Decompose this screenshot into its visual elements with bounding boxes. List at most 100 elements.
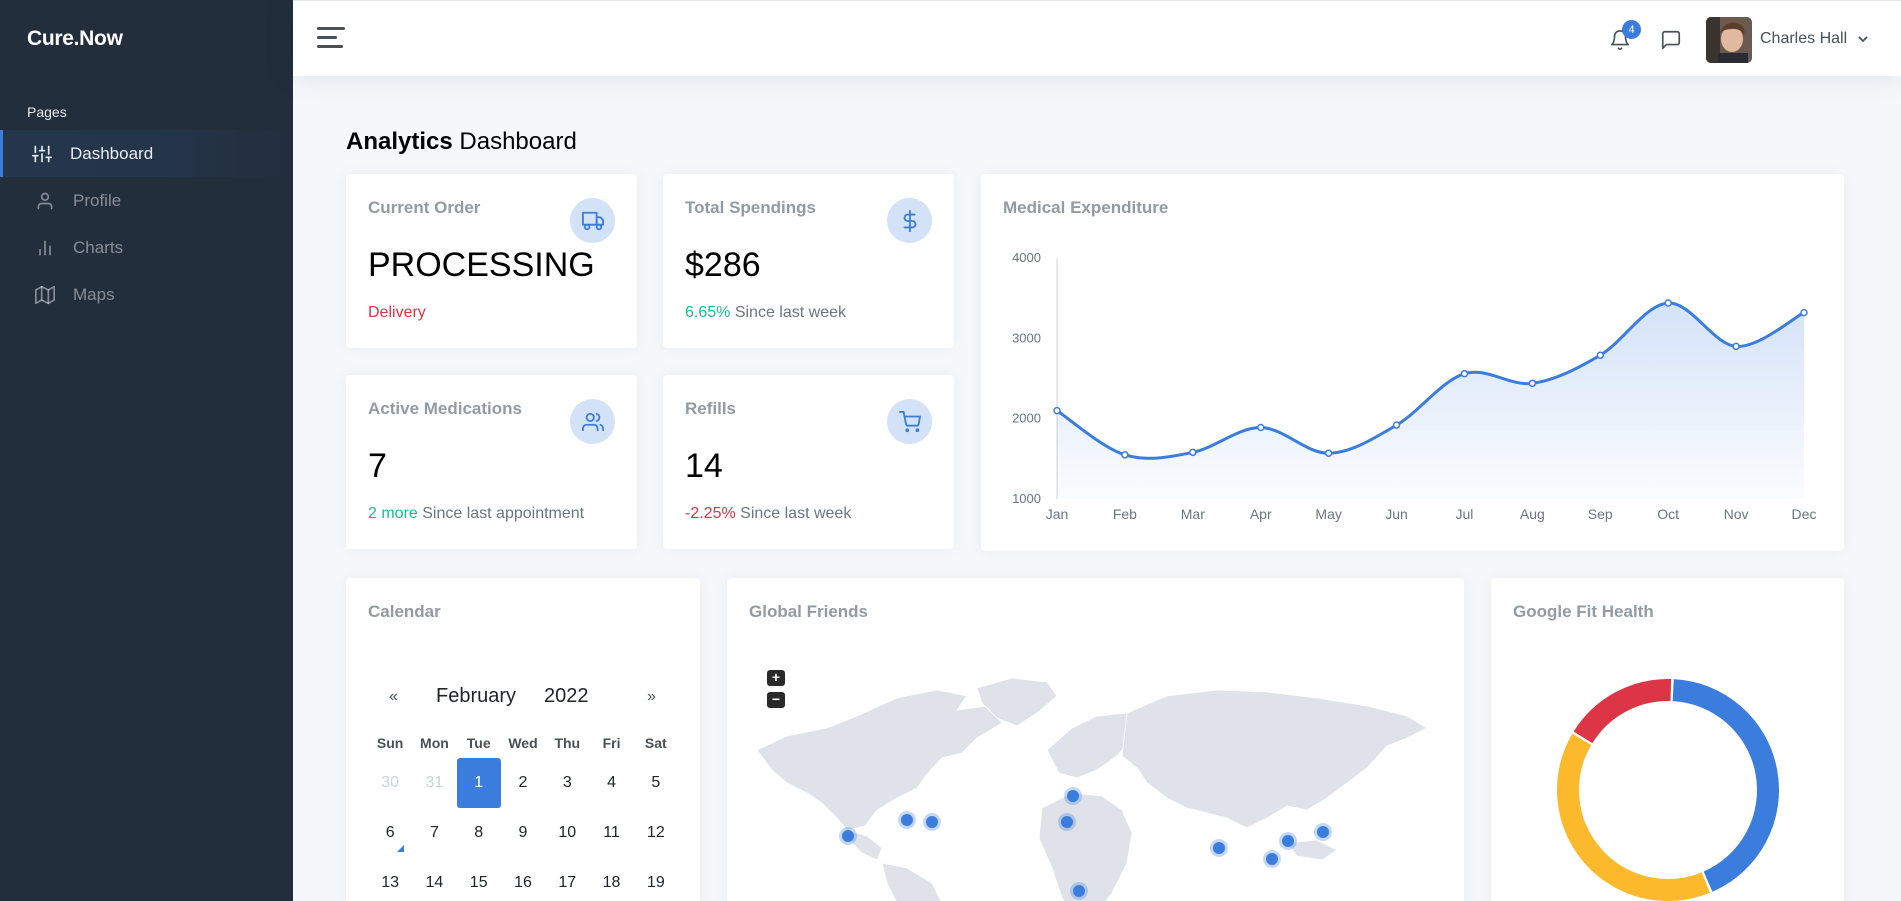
- map-icon: [35, 285, 55, 305]
- calendar-day[interactable]: 17: [558, 874, 577, 891]
- card-title: Total Spendings: [685, 198, 816, 217]
- sidebar-item-profile[interactable]: Profile: [0, 177, 293, 224]
- calendar-day[interactable]: 8: [474, 824, 484, 841]
- topbar: 4 Charles Hall: [293, 0, 1901, 76]
- weekday-label: Sun: [376, 735, 404, 751]
- sidebar-nav: Dashboard Profile Charts Maps: [0, 130, 293, 318]
- data-point: [1189, 448, 1197, 457]
- user-name[interactable]: Charles Hall: [1760, 30, 1848, 47]
- map-region-north-america: [756, 689, 1003, 831]
- avatar[interactable]: [1706, 17, 1752, 63]
- calendar-day[interactable]: 2: [518, 774, 528, 791]
- truck-icon: [570, 198, 615, 243]
- data-point: [1596, 351, 1605, 359]
- expenditure-chart: 1000 2000 3000 4000 Jan Feb Mar Apr May Jun Jul Aug…: [1012, 250, 1816, 522]
- map-marker: [1061, 816, 1073, 828]
- data-point: [1053, 406, 1061, 415]
- stat-foot: 2 more Since last appointment: [368, 505, 585, 522]
- calendar-day[interactable]: 13: [381, 874, 400, 891]
- expenditure-card: Medical Expenditure 1000 2000 3000 4000 Jan F…: [981, 174, 1844, 551]
- zoom-in-button[interactable]: +: [767, 670, 785, 686]
- weekday-label: Tue: [466, 735, 491, 751]
- calendar-next-button[interactable]: »: [647, 688, 656, 705]
- donut-segment: [1672, 679, 1779, 892]
- sidebar-item-dashboard[interactable]: Dashboard: [0, 130, 293, 177]
- calendar-day[interactable]: 15: [469, 874, 488, 891]
- sidebar-item-label: Maps: [73, 284, 115, 304]
- map-marker: [926, 816, 938, 828]
- stat-card-active-medications: Active Medications 7 2 more Since last a…: [346, 375, 637, 549]
- sidebar-item-maps[interactable]: Maps: [0, 271, 293, 318]
- sidebar-item-label: Dashboard: [70, 143, 154, 163]
- x-tick-label: Aug: [1520, 506, 1545, 522]
- calendar-day[interactable]: 16: [514, 874, 532, 891]
- calendar-day[interactable]: 12: [646, 824, 665, 841]
- calendar-day[interactable]: 30: [381, 774, 400, 791]
- card-title: Current Order: [368, 198, 481, 217]
- map-region-asia: [1121, 689, 1428, 829]
- weekday-label: Mon: [420, 735, 449, 751]
- message-icon[interactable]: [1660, 29, 1682, 51]
- x-tick-label: Jan: [1046, 506, 1069, 522]
- data-point: [1121, 451, 1129, 459]
- map-marker: [1266, 853, 1278, 865]
- calendar-prev-button[interactable]: «: [389, 688, 398, 705]
- donut-segment: [1557, 733, 1710, 901]
- y-tick-label: 2000: [1012, 411, 1041, 426]
- x-tick-label: Oct: [1657, 506, 1679, 522]
- zoom-out-button[interactable]: −: [767, 692, 785, 708]
- calendar-day[interactable]: 14: [425, 874, 444, 891]
- sidebar-item-charts[interactable]: Charts: [0, 224, 293, 271]
- dollar-icon: [887, 198, 932, 243]
- x-tick-label: Jun: [1385, 506, 1408, 522]
- data-point: [1800, 308, 1808, 317]
- chevron-down-icon[interactable]: [1857, 33, 1869, 45]
- x-tick-label: Nov: [1724, 506, 1749, 522]
- stat-card-current-order: Current Order PROCESSING Delivery: [346, 174, 637, 348]
- calendar-month[interactable]: February: [436, 685, 517, 707]
- donut-segment: [1573, 679, 1672, 744]
- card-title: Google Fit Health: [1513, 602, 1654, 621]
- notification-badge: 4: [1622, 20, 1641, 39]
- card-title: Active Medications: [368, 399, 522, 418]
- bell-icon[interactable]: 4: [1609, 20, 1641, 51]
- brand-logo[interactable]: Cure.Now: [27, 27, 123, 50]
- calendar-day[interactable]: 4: [607, 774, 616, 791]
- calendar-day[interactable]: 5: [651, 774, 661, 791]
- world-map[interactable]: [727, 578, 1464, 901]
- data-point: [1732, 342, 1740, 351]
- calendar-day[interactable]: 10: [558, 824, 577, 841]
- x-tick-label: Sep: [1588, 506, 1613, 522]
- y-tick-label: 3000: [1012, 330, 1041, 345]
- calendar-day[interactable]: 31: [425, 774, 444, 791]
- calendar-day[interactable]: 7: [429, 824, 439, 841]
- hamburger-menu-icon[interactable]: [317, 27, 345, 49]
- weekday-label: Sat: [644, 735, 667, 751]
- calendar-day[interactable]: 3: [562, 774, 572, 791]
- map-marker: [842, 830, 854, 842]
- calendar-day-today[interactable]: 6: [368, 808, 412, 858]
- sidebar-item-label: Profile: [73, 190, 122, 210]
- sidebar-header: Pages: [27, 104, 67, 120]
- x-tick-label: Jul: [1456, 506, 1474, 522]
- calendar-day[interactable]: 18: [602, 874, 621, 891]
- stat-foot: -2.25% Since last week: [685, 505, 852, 522]
- map-region-south-america: [881, 862, 942, 901]
- data-point: [1528, 379, 1537, 388]
- map-card: Global Friends + −: [727, 578, 1464, 901]
- shopping-cart-icon: [887, 399, 932, 444]
- card-title: Medical Expenditure: [1003, 198, 1169, 217]
- calendar-day-selected[interactable]: 1: [456, 758, 501, 808]
- data-point: [1324, 449, 1333, 457]
- calendar-year[interactable]: 2022: [544, 685, 589, 707]
- calendar-day[interactable]: 9: [518, 824, 528, 841]
- sidebar-item-label: Charts: [73, 237, 124, 257]
- calendar-day[interactable]: 19: [646, 874, 665, 891]
- calendar-day[interactable]: 11: [603, 824, 620, 841]
- calendar-card: Calendar « February 2022 » Sun Mon Tue W…: [346, 578, 700, 901]
- x-tick-label: May: [1315, 506, 1341, 522]
- card-title: Calendar: [368, 602, 441, 621]
- sliders-icon: [32, 144, 52, 164]
- bar-chart-icon: [35, 238, 55, 258]
- calendar-weekdays: Sun Mon Tue Wed Thu Fri Sat: [368, 728, 678, 758]
